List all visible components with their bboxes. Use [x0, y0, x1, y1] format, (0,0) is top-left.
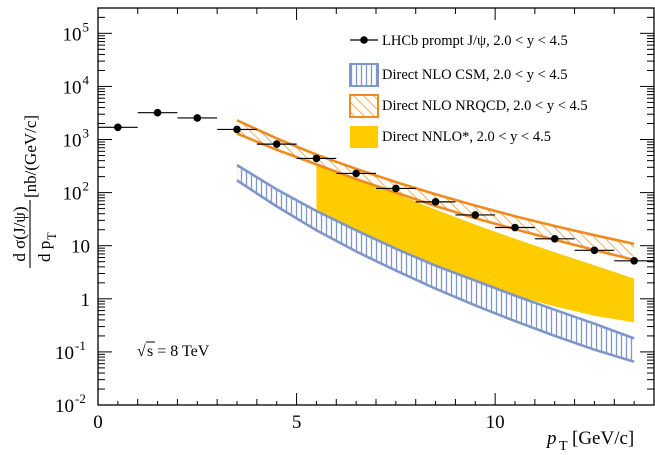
data-point-marker — [352, 169, 360, 178]
data-point — [217, 125, 257, 134]
data-point — [574, 246, 615, 255]
data-point — [495, 223, 535, 232]
data-point — [137, 108, 178, 117]
x-axis-title: p T [GeV/c] — [545, 428, 634, 454]
band-diagonal-hatch — [237, 120, 635, 260]
legend-entry-nrqcd: Direct NLO NRQCD, 2.0 < y < 4.5 — [349, 94, 588, 118]
band-lower-edge — [236, 132, 635, 262]
y-tick-label: 10 3 — [63, 126, 90, 152]
band-vertical-hatch — [237, 165, 635, 362]
y-tick-label-exponent: -1 — [75, 338, 86, 353]
data-point-marker — [590, 246, 599, 255]
data-point-marker — [312, 154, 321, 163]
band-upper-edge — [236, 163, 635, 340]
y-tick-label: 10 -1 — [55, 338, 86, 364]
legend-label-nnlo: Direct NNLO*, 2.0 < y < 4.5 — [382, 129, 551, 145]
legend-entry-csm: Direct NLO CSM, 2.0 < y < 4.5 — [349, 63, 568, 87]
y-axis-title-unit: [nb/(GeV/c] — [21, 115, 40, 198]
y-tick-label-base: 10 — [63, 77, 82, 98]
data-point-marker — [153, 108, 162, 117]
data-point-marker — [630, 256, 638, 265]
data-point — [296, 154, 337, 163]
data-point-marker — [233, 125, 241, 134]
data-point-marker — [550, 234, 559, 243]
y-tick-label-base: 10 — [63, 184, 82, 205]
data-point-marker — [471, 211, 480, 219]
legend: LHCb prompt J/ψ, 2.0 < y < 4.5 Direct NL… — [349, 33, 588, 148]
data-point-marker — [272, 140, 281, 148]
data-point-marker — [193, 114, 202, 122]
y-axis-title-denominator-sub: T — [45, 232, 59, 240]
data-point — [415, 198, 456, 206]
data-point — [336, 169, 376, 178]
legend-swatch-nrqcd — [349, 94, 379, 118]
y-tick-label-base: 10 — [55, 343, 74, 364]
band-upper-edge — [236, 119, 635, 246]
legend-entry-nnlo: Direct NNLO*, 2.0 < y < 4.5 — [350, 126, 551, 148]
data-point — [614, 256, 654, 265]
y-tick-label-base: 10 — [63, 24, 82, 45]
legend-marker-point — [360, 36, 368, 44]
energy-label: s = 8 TeV — [147, 343, 210, 360]
band-lower-edge — [236, 179, 635, 364]
data-point-marker — [114, 123, 122, 132]
data-point — [98, 123, 138, 132]
y-tick-label-base: 10 — [71, 237, 90, 258]
y-tick-label-exponent: 3 — [83, 126, 90, 141]
y-tick-label: 1 — [81, 290, 91, 311]
y-axis-title-denominator: d p — [35, 241, 54, 262]
data-point — [534, 234, 575, 243]
x-axis-title-sub: T — [559, 439, 568, 454]
data-point-marker — [431, 198, 440, 206]
y-tick-label-exponent: 2 — [83, 179, 90, 194]
band-solid — [316, 160, 635, 323]
data-point — [177, 114, 218, 122]
x-tick-label: 10 — [486, 412, 505, 433]
y-tick-label-exponent: -2 — [75, 391, 86, 406]
sqrt-symbol: √ — [137, 343, 146, 360]
y-tick-label-base: 10 — [63, 131, 82, 152]
energy-annotation: √ s = 8 TeV — [137, 341, 210, 360]
x-tick-label: 5 — [292, 412, 302, 433]
y-tick-label-base: 10 — [55, 396, 74, 417]
data-point — [376, 184, 416, 193]
y-axis-title: d σ(J/ψ) d p T [nb/(GeV/c] — [10, 115, 59, 268]
legend-swatch-csm — [349, 63, 379, 87]
y-tick-label: 10 2 — [63, 179, 90, 205]
y-tick-label-base: 1 — [81, 290, 91, 311]
legend-swatch-nnlo — [350, 126, 378, 148]
y-tick-label-exponent: 5 — [83, 19, 90, 34]
y-tick-label: 10 — [71, 237, 90, 258]
data-points — [98, 108, 654, 265]
y-tick-label: 10 -2 — [55, 391, 86, 417]
data-point — [256, 140, 297, 148]
legend-label-lhcb: LHCb prompt J/ψ, 2.0 < y < 4.5 — [382, 33, 568, 49]
y-tick-label: 10 5 — [63, 19, 90, 45]
y-tick-label-exponent: 4 — [83, 72, 90, 87]
legend-entry-lhcb: LHCb prompt J/ψ, 2.0 < y < 4.5 — [350, 33, 568, 49]
theory-bands — [236, 119, 635, 364]
x-tick-label: 0 — [93, 412, 103, 433]
data-point — [455, 211, 496, 219]
data-point-marker — [511, 223, 519, 232]
data-point-marker — [392, 184, 400, 193]
legend-label-nrqcd: Direct NLO NRQCD, 2.0 < y < 4.5 — [382, 98, 588, 114]
y-tick-label: 10 4 — [63, 72, 90, 98]
legend-label-csm: Direct NLO CSM, 2.0 < y < 4.5 — [382, 67, 568, 83]
x-axis-title-unit: [GeV/c] — [572, 428, 634, 449]
y-axis-title-numerator: d σ(J/ψ) — [10, 206, 29, 261]
x-axis-title-main: p — [545, 428, 557, 449]
